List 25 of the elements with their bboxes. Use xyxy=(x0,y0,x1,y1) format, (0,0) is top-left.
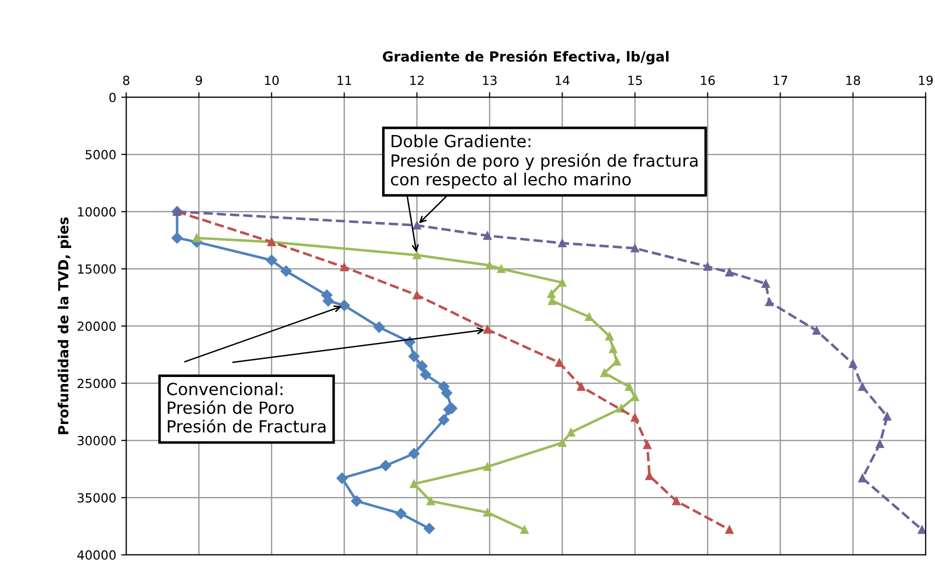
y-tick-label: 40000 xyxy=(77,550,116,560)
y-tick-label: 15000 xyxy=(78,264,116,274)
x-tick-label: 15 xyxy=(628,76,642,86)
y-tick-label: 35000 xyxy=(78,493,116,503)
y-tick-label: 20000 xyxy=(78,322,116,331)
x-tick-label: 8 xyxy=(123,76,130,86)
annotation: Doble Gradiente: Presión de poro y presión de fractura con respecto al lecho marino xyxy=(390,134,698,189)
annotation: Convencional: Presión de Poro Presión de Fractura xyxy=(167,382,326,433)
y-tick-label: 5000 xyxy=(86,150,116,160)
y-tick-label: 0 xyxy=(109,92,116,102)
x-tick-label: 9 xyxy=(196,76,202,86)
x-tick-label: 17 xyxy=(774,76,788,85)
x-tick-label: 10 xyxy=(264,76,279,86)
x-tick-label: 12 xyxy=(410,76,424,85)
x-tick-label: 19 xyxy=(919,76,933,86)
x-tick-label: 11 xyxy=(338,76,352,85)
x-tick-label: 16 xyxy=(701,76,715,86)
x-tick-label: 18 xyxy=(846,76,860,86)
y-axis-title: Profundidad de la TVD, pies xyxy=(58,217,72,434)
x-tick-label: 14 xyxy=(556,76,570,85)
y-tick-label: 30000 xyxy=(78,436,116,446)
y-tick-label: 25000 xyxy=(78,378,116,388)
y-tick-label: 10000 xyxy=(78,207,116,217)
x-axis-title: Gradiente de Presión Efectiva, lb/gal xyxy=(382,50,668,65)
x-tick-label: 13 xyxy=(483,76,497,86)
